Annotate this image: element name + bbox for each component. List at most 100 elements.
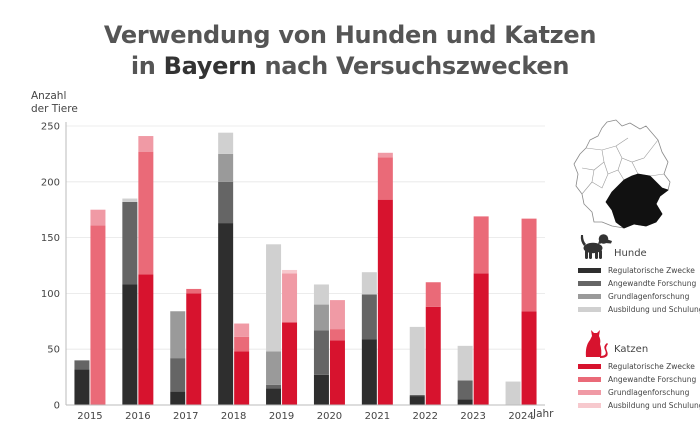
legend-swatch	[578, 403, 601, 408]
cat-bar-segment	[473, 273, 489, 405]
dog-bar-segment	[74, 360, 90, 370]
dog-bar-segment	[266, 388, 282, 405]
dog-bar-segment	[170, 391, 186, 405]
x-tick-label: 2021	[365, 411, 390, 422]
cat-bar-segment	[138, 151, 154, 275]
dog-bar-segment	[313, 330, 329, 375]
legend-swatch	[578, 307, 601, 312]
legend-dogs-item: Regulatorische Zwecke	[578, 264, 700, 277]
dog-bar-segment	[170, 358, 186, 392]
cat-bar-segment	[138, 136, 154, 152]
legend-dogs-item: Grundlagenforschung	[578, 290, 700, 303]
y-axis-label-line-2: der Tiere	[31, 103, 78, 115]
dog-bar-segment	[361, 294, 377, 340]
y-tick-label: 0	[54, 401, 60, 412]
dog-bar-segment	[266, 384, 282, 389]
legend-dogs-header: Hunde	[578, 234, 700, 264]
dog-bar-segment	[218, 153, 234, 182]
chart-title: Verwendung von Hunden und Katzen in Baye…	[0, 20, 700, 82]
cat-icon	[585, 330, 608, 358]
cat-bar-segment	[138, 274, 154, 405]
bars	[74, 132, 537, 405]
cat-bar-segment	[234, 323, 250, 337]
dog-bar-segment	[218, 223, 234, 405]
legend-dogs-item: Ausbildung und Schulung	[578, 303, 700, 316]
x-tick-label: 2024	[508, 411, 533, 422]
legend-cats: Katzen Regulatorische Zwecke Angewandte …	[578, 330, 700, 412]
cat-bar-segment	[234, 336, 250, 352]
x-axis-label: Jahr	[533, 408, 554, 420]
legend-dogs-item: Angewandte Forschung	[578, 277, 700, 290]
title-line-1: Verwendung von Hunden und Katzen	[103, 21, 597, 49]
grid-lines	[66, 125, 545, 350]
legend-label: Angewandte Forschung	[608, 375, 697, 384]
y-tick-label: 200	[41, 177, 60, 188]
x-tick-label: 2018	[221, 411, 246, 422]
title-line-2: in Bayern nach Versuchszwecken	[0, 51, 700, 82]
legend-swatch	[578, 364, 601, 369]
legend-cats-item: Grundlagenforschung	[578, 386, 700, 399]
cat-bar-segment	[425, 306, 441, 405]
y-axis-label: Anzahl der Tiere	[31, 90, 78, 116]
legend-label: Angewandte Forschung	[608, 279, 697, 288]
legend-swatch	[578, 281, 601, 286]
y-tick-label: 250	[41, 122, 60, 133]
cat-bar-segment	[473, 216, 489, 274]
dog-bar-segment	[170, 311, 186, 359]
title-suffix: nach Versuchszwecken	[256, 52, 570, 80]
cat-bar-segment	[282, 273, 298, 323]
dog-bar-segment	[266, 244, 282, 352]
cat-bar-segment	[186, 288, 202, 294]
x-tick-label: 2020	[317, 411, 342, 422]
dog-bar-segment	[361, 339, 377, 405]
dog-bar-segment	[218, 181, 234, 224]
cat-bar-segment	[377, 152, 393, 158]
dog-bar-segment	[361, 272, 377, 295]
legend-label: Ausbildung und Schulung	[608, 305, 700, 314]
cat-bar-segment	[186, 293, 202, 405]
y-tick-label: 150	[41, 233, 60, 244]
cat-bar-segment	[282, 322, 298, 405]
cat-bar-segment	[425, 282, 441, 307]
legend-label: Ausbildung und Schulung	[608, 401, 700, 410]
cat-bar-segment	[377, 199, 393, 405]
legend-swatch	[578, 377, 601, 382]
legend-label: Grundlagenforschung	[608, 292, 690, 301]
bavaria-map-icon	[573, 119, 671, 229]
cat-bar-segment	[521, 218, 537, 312]
dog-bar-segment	[505, 381, 521, 405]
legend-swatch	[578, 268, 601, 273]
axes: 0 50 100 150 200 250 2015 2016 2017 2018 2019 2020 2…	[41, 122, 545, 422]
cat-bar-segment	[90, 225, 106, 405]
dog-bar-segment	[122, 284, 138, 405]
x-tick-label: 2022	[413, 411, 438, 422]
cat-bar-segment	[521, 311, 537, 405]
dog-bar-segment	[313, 374, 329, 405]
x-tick-label: 2017	[173, 411, 198, 422]
dog-bar-segment	[266, 351, 282, 385]
y-axis-label-line-1: Anzahl	[31, 90, 67, 102]
legend-cats-header: Katzen	[578, 330, 700, 360]
cat-bar-segment	[329, 340, 345, 405]
dog-bar-segment	[409, 394, 425, 397]
x-tick-label: 2023	[460, 411, 485, 422]
legend-swatch	[578, 294, 601, 299]
cat-bar-segment	[234, 351, 250, 405]
dog-bar-segment	[313, 284, 329, 305]
legend-label: Regulatorische Zwecke	[608, 266, 695, 275]
dog-bar-segment	[218, 132, 234, 154]
title-region: Bayern	[163, 52, 257, 80]
dog-bar-segment	[457, 345, 473, 381]
x-tick-label: 2015	[77, 411, 102, 422]
dog-bar-segment	[457, 399, 473, 405]
dog-bar-segment	[457, 380, 473, 400]
legend-label: Regulatorische Zwecke	[608, 362, 695, 371]
legend-cats-item: Regulatorische Zwecke	[578, 360, 700, 373]
cat-bar-segment	[329, 329, 345, 341]
bavaria-shape	[605, 173, 669, 229]
y-tick-label: 50	[47, 345, 60, 356]
dog-bar-segment	[313, 304, 329, 331]
legend-label: Grundlagenforschung	[608, 388, 690, 397]
title-prefix: in	[130, 52, 164, 80]
